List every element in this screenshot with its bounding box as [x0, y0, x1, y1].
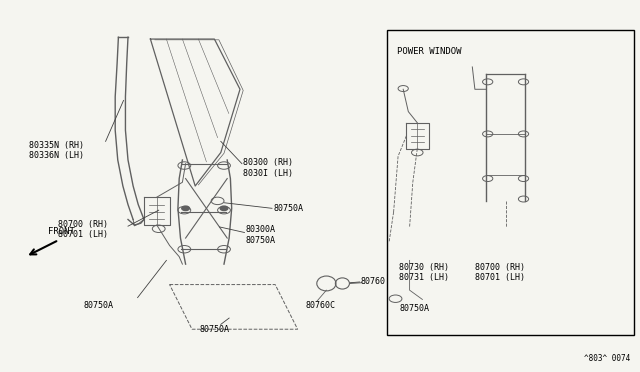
- Text: 80750A: 80750A: [200, 325, 230, 334]
- Circle shape: [220, 206, 228, 211]
- Text: 80760C: 80760C: [306, 301, 336, 310]
- Text: 80700 (RH)
80701 (LH): 80700 (RH) 80701 (LH): [58, 220, 108, 239]
- Bar: [387, 30, 634, 335]
- Text: 80700 (RH)
80701 (LH): 80700 (RH) 80701 (LH): [475, 263, 525, 282]
- Text: 80300A
80750A: 80300A 80750A: [245, 225, 275, 245]
- Text: POWER WINDOW: POWER WINDOW: [397, 46, 461, 55]
- Text: 80750A: 80750A: [273, 204, 303, 213]
- Text: 80335N (RH)
80336N (LH): 80335N (RH) 80336N (LH): [29, 141, 84, 160]
- Text: 80300 (RH)
8030I (LH): 80300 (RH) 8030I (LH): [243, 158, 293, 178]
- Text: 80750A: 80750A: [399, 304, 429, 312]
- Text: 80750A: 80750A: [83, 301, 113, 310]
- Text: FRONT: FRONT: [48, 227, 75, 236]
- Text: 80760: 80760: [360, 278, 385, 286]
- Circle shape: [182, 206, 189, 211]
- Text: 80730 (RH)
80731 (LH): 80730 (RH) 80731 (LH): [399, 263, 449, 282]
- Text: ^803^ 0074: ^803^ 0074: [584, 354, 630, 363]
